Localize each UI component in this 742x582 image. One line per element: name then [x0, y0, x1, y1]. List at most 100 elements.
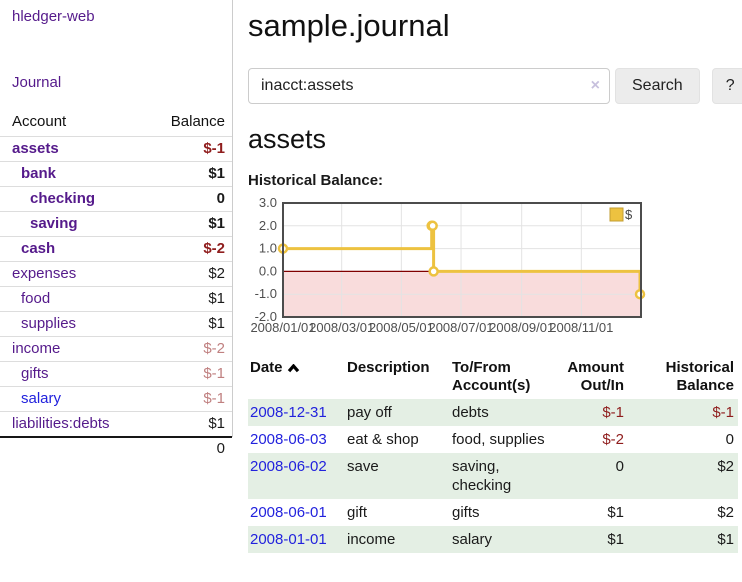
- transaction-accounts: food, supplies: [452, 431, 545, 448]
- sidebar-account-link[interactable]: saving: [30, 215, 78, 232]
- sidebar-item-journal[interactable]: Journal: [12, 74, 62, 91]
- register-header-balance: Historical Balance: [665, 359, 734, 394]
- sidebar-account-link[interactable]: liabilities:debts: [12, 415, 110, 432]
- sidebar-account-link[interactable]: food: [21, 290, 51, 307]
- transaction-date-cell: 2008-01-01: [248, 526, 345, 553]
- register-table: Date Description To/From Account(s) Amou…: [248, 359, 738, 553]
- search-input[interactable]: [248, 68, 610, 104]
- accounts-header-account: Account: [0, 110, 140, 137]
- account-balance: $1: [139, 211, 232, 237]
- sidebar-account-link[interactable]: checking: [30, 190, 96, 207]
- account-cell: cash: [0, 236, 140, 262]
- transaction-description: save: [347, 458, 379, 475]
- register-header-date[interactable]: Date: [248, 359, 345, 399]
- transaction-date-link[interactable]: 2008-01-01: [250, 531, 327, 548]
- sidebar-account-link[interactable]: bank: [21, 165, 57, 182]
- data-point: [428, 266, 439, 277]
- account-balance: $-2: [139, 336, 232, 362]
- account-row: salary $-1: [0, 386, 232, 412]
- register-header-description: Description: [347, 359, 430, 376]
- transaction-row: 2008-06-01 gift gifts $1 $2: [248, 499, 738, 526]
- transaction-date-cell: 2008-06-01: [248, 499, 345, 526]
- accounts-header-balance: Balance: [139, 110, 232, 137]
- account-cell: food: [0, 286, 140, 312]
- clear-search-icon[interactable]: ×: [590, 77, 600, 94]
- account-row: gifts $-1: [0, 361, 232, 387]
- accounts-total-value: 0: [139, 436, 232, 460]
- account-balance: $-1: [139, 136, 232, 162]
- search-box: ×: [248, 68, 610, 104]
- search-button[interactable]: Search: [615, 68, 700, 104]
- account-row: food $1: [0, 286, 232, 312]
- account-row: income $-2: [0, 336, 232, 362]
- chart-label: Historical Balance:: [248, 172, 384, 189]
- transaction-amount: $1: [607, 531, 624, 548]
- transaction-balance: $2: [717, 504, 734, 521]
- x-tick-label: 2008/01/01: [250, 320, 315, 335]
- sidebar-account-link[interactable]: gifts: [21, 365, 49, 382]
- y-tick-label: 0.0: [259, 263, 277, 278]
- register-header-row: Date Description To/From Account(s) Amou…: [248, 359, 738, 399]
- register-header-tofrom: To/From Account(s): [452, 359, 531, 394]
- transaction-description: income: [347, 531, 396, 548]
- transaction-amount: $-1: [602, 404, 624, 421]
- y-tick-label: 1.0: [259, 241, 277, 256]
- transaction-date-link[interactable]: 2008-06-03: [250, 431, 327, 448]
- sidebar-account-link[interactable]: income: [12, 340, 61, 357]
- account-cell: supplies: [0, 311, 140, 337]
- transaction-accounts: salary: [452, 531, 493, 548]
- sidebar-account-link[interactable]: expenses: [12, 265, 77, 282]
- account-balance: $1: [139, 286, 232, 312]
- account-cell: checking: [0, 186, 140, 212]
- app-title-link[interactable]: hledger-web: [12, 8, 95, 25]
- transaction-balance: $-1: [712, 404, 734, 421]
- account-balance: 0: [139, 186, 232, 212]
- transaction-accounts: debts: [452, 404, 489, 421]
- transaction-date-link[interactable]: 2008-12-31: [250, 404, 327, 421]
- chart-border: [282, 202, 642, 318]
- account-row: assets $-1: [0, 136, 232, 162]
- transaction-date-link[interactable]: 2008-06-02: [250, 458, 327, 475]
- sidebar-account-link[interactable]: assets: [12, 140, 59, 157]
- x-tick-label: 2008/03/01: [309, 320, 374, 335]
- account-cell: salary: [0, 386, 140, 412]
- y-tick-label: -1.0: [255, 286, 277, 301]
- account-row: checking 0: [0, 186, 232, 212]
- transaction-date-cell: 2008-06-03: [248, 426, 345, 453]
- legend-swatch: [609, 207, 624, 222]
- register-body: 2008-12-31 pay off debts $-1 $-1 2008-06-03 ea…: [248, 399, 738, 553]
- account-row: bank $1: [0, 161, 232, 187]
- transaction-row: 2008-06-02 save saving, checking 0 $2: [248, 453, 738, 499]
- account-cell: saving: [0, 211, 140, 237]
- account-cell: income: [0, 336, 140, 362]
- account-balance: $1: [139, 311, 232, 337]
- x-tick-label: 2008/09/01: [489, 320, 554, 335]
- app-window: hledger-web Journal Account Balance asse…: [0, 0, 742, 553]
- accounts-total-row: 0: [0, 436, 232, 460]
- transaction-description: eat & shop: [347, 431, 419, 448]
- account-cell: expenses: [0, 261, 140, 287]
- account-row: expenses $2: [0, 261, 232, 287]
- register-header-amount: Amount Out/In: [567, 359, 624, 394]
- help-button[interactable]: ?: [711, 68, 742, 104]
- account-cell: liabilities:debts: [0, 411, 140, 438]
- transaction-balance: $2: [717, 458, 734, 475]
- search-bar: × Search ?: [248, 68, 742, 104]
- sidebar-account-link[interactable]: supplies: [21, 315, 77, 332]
- accounts-header-row: Account Balance: [0, 110, 232, 137]
- transaction-accounts: gifts: [452, 504, 480, 521]
- y-tick-label: 3.0: [259, 195, 277, 210]
- sidebar-account-link[interactable]: salary: [21, 390, 62, 407]
- transaction-amount: 0: [615, 458, 624, 475]
- account-cell: bank: [0, 161, 140, 187]
- accounts-total-spacer: [0, 436, 140, 460]
- account-cell: gifts: [0, 361, 140, 387]
- sidebar-account-link[interactable]: cash: [21, 240, 56, 257]
- account-balance: $1: [139, 411, 232, 438]
- transaction-amount: $1: [607, 504, 624, 521]
- account-row: supplies $1: [0, 311, 232, 337]
- data-point: [427, 220, 438, 232]
- chart-canvas: $3.0 2.0 1.0 0.0 -1.0 -2.02008/01/012008/03/0…: [250, 195, 646, 335]
- main-content: sample.journal × Search ? assets Histori…: [233, 0, 742, 553]
- transaction-date-link[interactable]: 2008-06-01: [250, 504, 327, 521]
